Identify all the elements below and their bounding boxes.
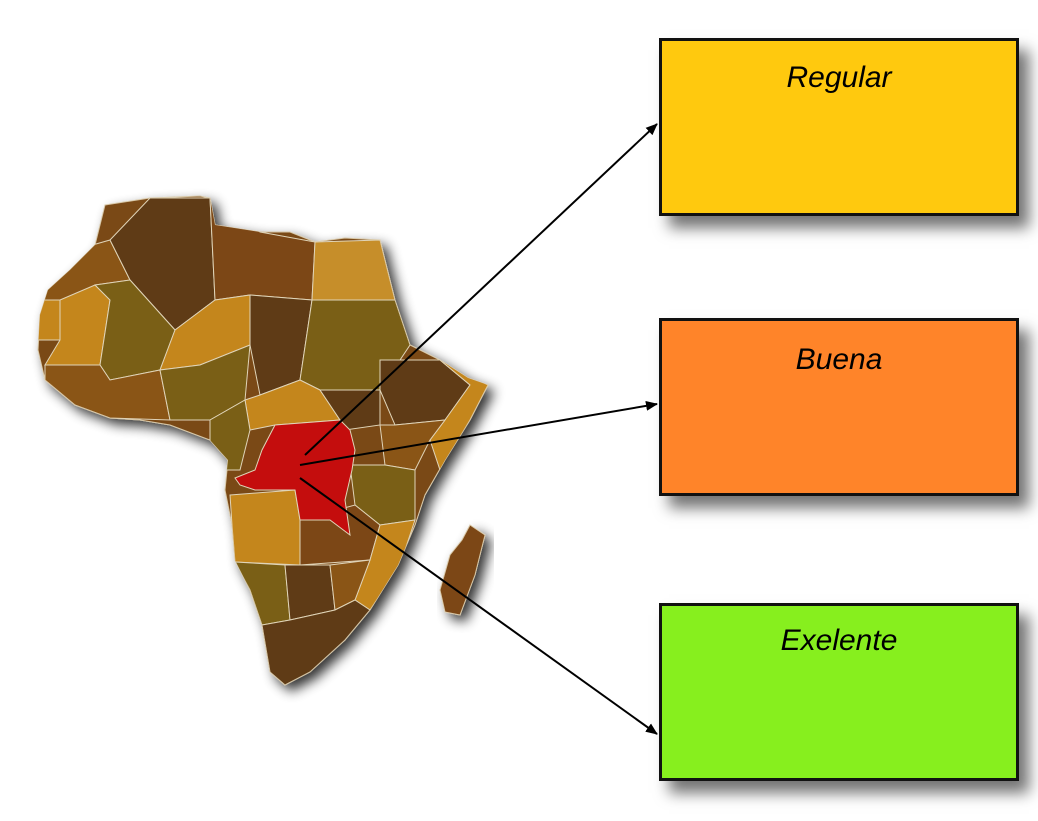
madagascar-island xyxy=(439,524,486,616)
africa-continent xyxy=(37,195,489,686)
country-drcongo xyxy=(234,419,356,537)
arrow-to-exelente xyxy=(299,477,658,735)
country-angola xyxy=(229,489,301,566)
regular-box[interactable]: Regular xyxy=(659,38,1019,216)
buena-box[interactable]: Buena xyxy=(659,318,1019,496)
country-ssudan xyxy=(319,389,381,431)
country-namibia xyxy=(234,561,291,626)
arrow-to-regular xyxy=(304,123,658,456)
buena-label: Buena xyxy=(795,343,883,376)
exelente-label: Exelente xyxy=(780,624,898,657)
country-southafrica xyxy=(261,599,371,685)
exelente-box[interactable]: Exelente xyxy=(659,603,1019,781)
regular-label: Regular xyxy=(786,61,892,94)
country-libya xyxy=(209,197,316,301)
arrow-to-buena xyxy=(299,400,658,466)
